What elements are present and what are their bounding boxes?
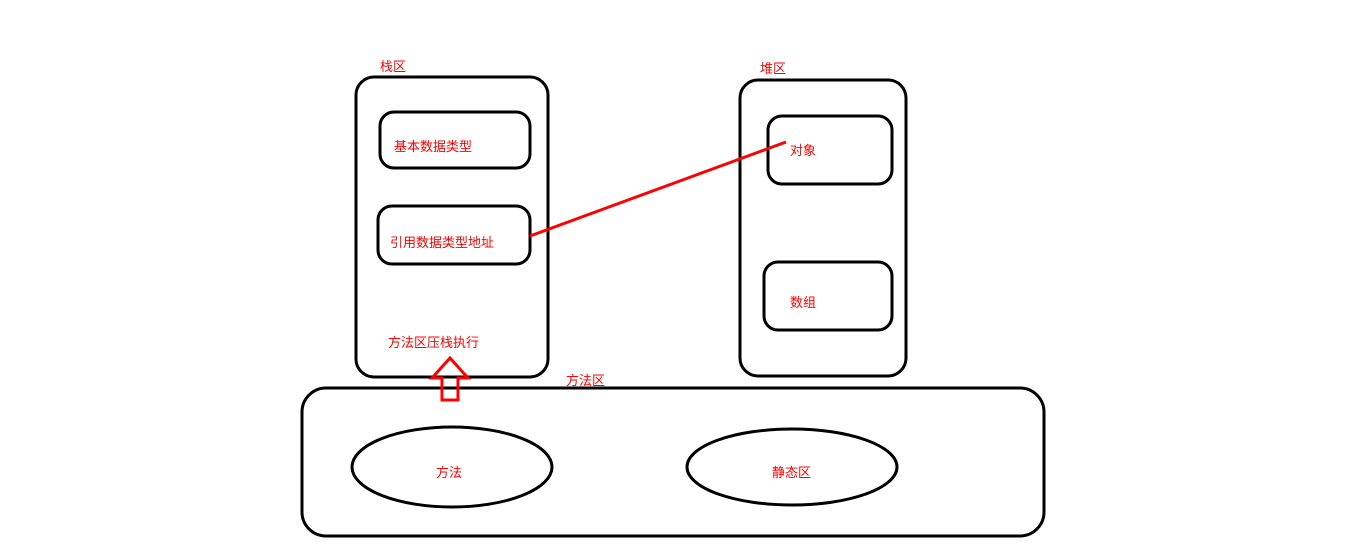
heap-box (740, 80, 906, 376)
method-area-box (302, 388, 1044, 536)
memory-diagram (0, 0, 1359, 552)
method-area-title: 方法区 (566, 370, 605, 389)
method-label: 方法 (436, 462, 462, 481)
static-label: 静态区 (772, 462, 811, 481)
reference-label: 引用数据类型地址 (390, 232, 494, 251)
primitive-label: 基本数据类型 (394, 136, 472, 155)
push-arrow-icon (432, 358, 468, 400)
heap-title: 堆区 (760, 58, 786, 77)
array-box (764, 262, 892, 330)
object-label: 对象 (790, 140, 816, 159)
object-box (768, 116, 892, 184)
array-label: 数组 (790, 292, 816, 311)
push-label: 方法区压栈执行 (388, 332, 479, 351)
stack-title: 栈区 (380, 56, 406, 75)
ref-to-object-line (530, 142, 786, 236)
